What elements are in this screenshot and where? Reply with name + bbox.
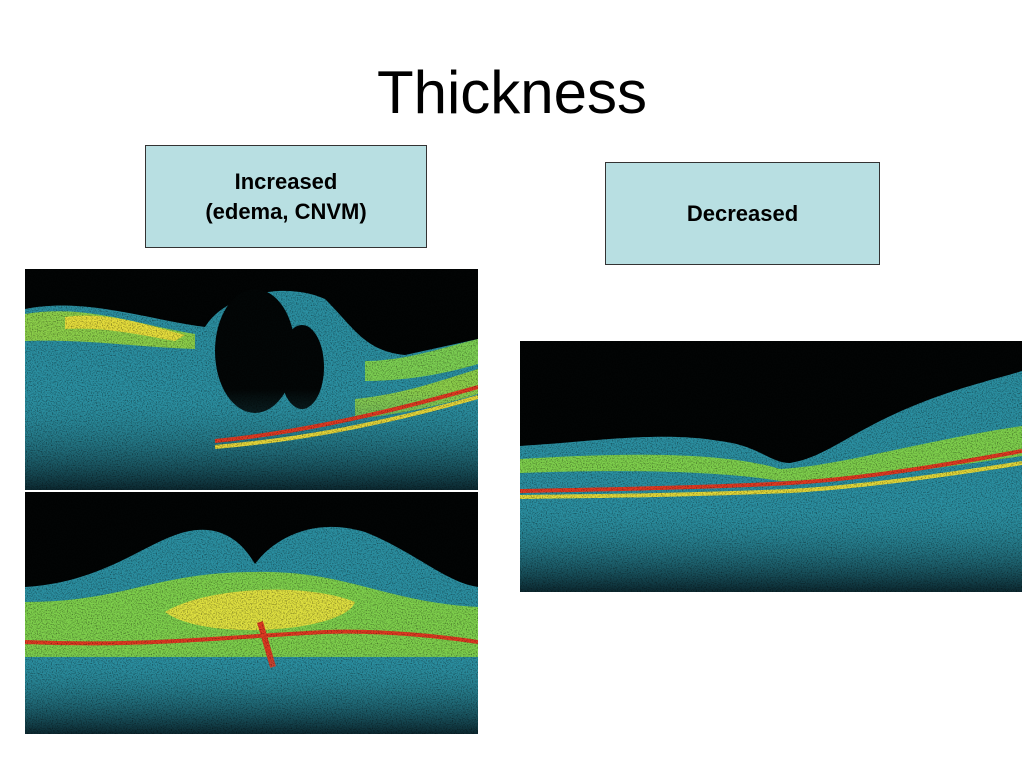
label-box: Increased (edema, CNVM) — [145, 145, 427, 248]
label-box: Decreased — [605, 162, 880, 265]
label-line: Increased — [234, 168, 338, 194]
oct-image — [520, 341, 1022, 592]
oct-image — [25, 269, 478, 490]
oct-image — [25, 492, 478, 734]
label-line: (edema, CNVM) — [205, 198, 367, 224]
slide-title: Thickness — [376, 59, 648, 126]
label-line: Decreased — [686, 200, 799, 226]
